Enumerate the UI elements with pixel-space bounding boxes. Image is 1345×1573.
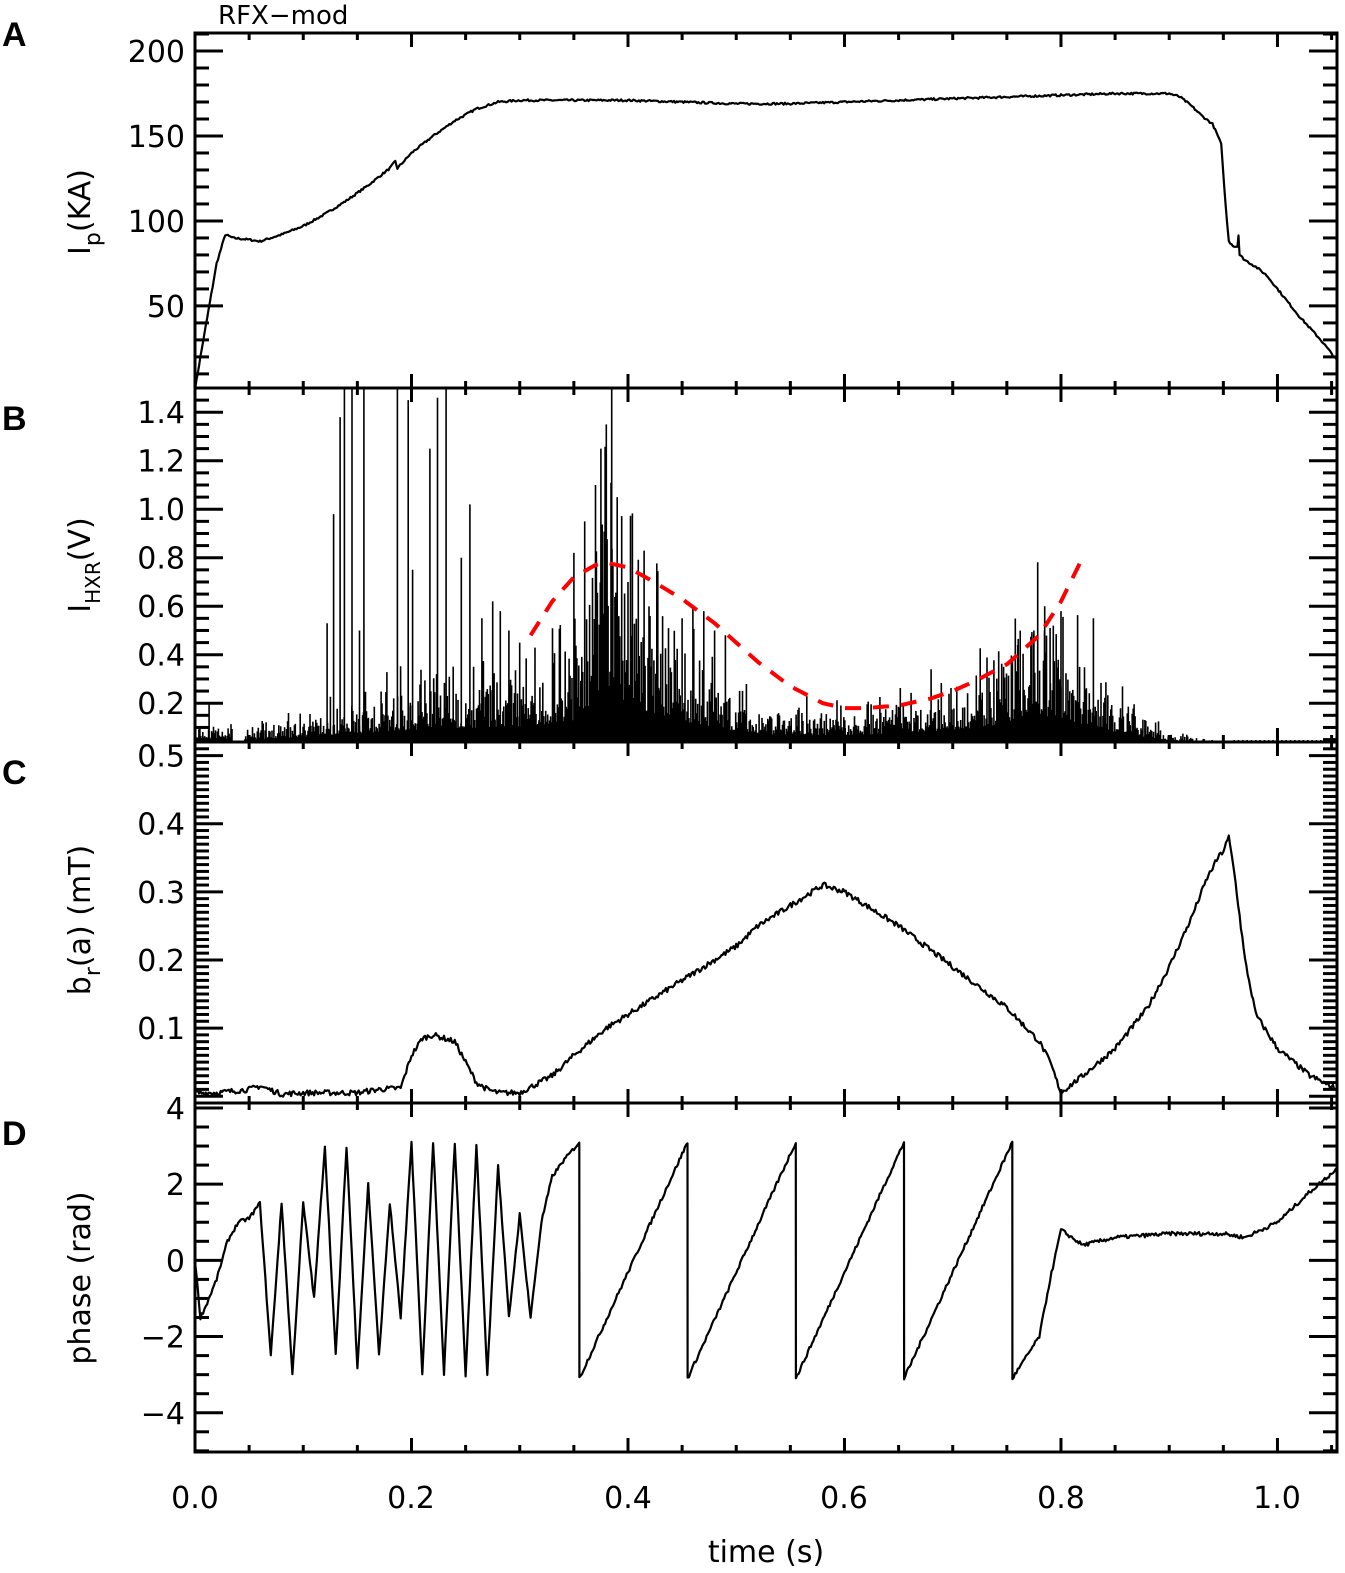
- svg-text:phase (rad): phase (rad): [63, 1191, 98, 1364]
- trace-b-hxr: [195, 388, 1335, 742]
- x-tick-label: 1.0: [1253, 1481, 1301, 1516]
- trace-d: [195, 1140, 1337, 1381]
- panel-letter-a: A: [2, 16, 27, 54]
- y-tick-labels: 50 100 150 200 0.2 0.4 0.6 0.8 1.0 1.2 1.4 0.1 0.2 0.…: [128, 35, 185, 1432]
- y-tick-label: 0.5: [137, 740, 185, 775]
- panel-a-ylabel: Ip(KA): [63, 169, 106, 255]
- panel-frame: [193, 31, 1339, 390]
- y-tick-label: 0.3: [137, 876, 185, 911]
- svg-text:br(a) (mT): br(a) (mT): [63, 845, 106, 995]
- x-tick-label: 0.2: [387, 1481, 435, 1516]
- y-tick-label: 0.2: [137, 944, 185, 979]
- axis-frames: [193, 31, 1339, 1454]
- y-tick-label: 0.4: [137, 639, 185, 674]
- y-tick-label: −4: [141, 1397, 185, 1432]
- panel-letter-b: B: [2, 400, 27, 438]
- axis-ticks: [193, 32, 1337, 1453]
- panel-frame: [193, 1101, 1339, 1454]
- y-tick-label: 50: [147, 290, 185, 325]
- y-tick-label: 0.4: [137, 808, 185, 843]
- y-tick-label: 0.6: [137, 590, 185, 625]
- y-tick-label: 0.1: [137, 1012, 185, 1047]
- panel-d-ylabel: phase (rad): [63, 1191, 98, 1364]
- x-axis-title: time (s): [708, 1535, 824, 1570]
- y-tick-label: −2: [141, 1321, 185, 1356]
- y-tick-label: 150: [128, 120, 185, 155]
- fit-curve-dashed: [528, 556, 1085, 711]
- x-tick-label: 0.0: [171, 1481, 219, 1516]
- svg-text:IHXR(V): IHXR(V): [63, 517, 105, 612]
- y-tick-label: 1.4: [137, 396, 185, 431]
- x-tick-labels: 0.0 0.2 0.4 0.6 0.8 1.0: [171, 1481, 1301, 1516]
- y-tick-label: 0.8: [137, 542, 185, 577]
- x-tick-label: 0.6: [820, 1481, 868, 1516]
- y-tick-label: 100: [128, 205, 185, 240]
- panel-b-ylabel: IHXR(V): [63, 517, 105, 612]
- trace-a: [195, 91, 1337, 388]
- panel-frame: [193, 386, 1339, 744]
- svg-text:Ip(KA): Ip(KA): [63, 169, 106, 255]
- data-traces: [195, 91, 1337, 1381]
- y-tick-label: 1.0: [137, 493, 185, 528]
- x-tick-label: 0.8: [1037, 1481, 1085, 1516]
- figure-title: RFX−mod: [218, 1, 348, 31]
- y-tick-label: 1.2: [137, 445, 185, 480]
- x-tick-label: 0.4: [604, 1481, 652, 1516]
- y-tick-label: 200: [128, 35, 185, 70]
- y-tick-label: 0: [166, 1244, 185, 1279]
- y-tick-label: 2: [166, 1168, 185, 1203]
- panel-c-ylabel: br(a) (mT): [63, 845, 106, 995]
- trace-c: [195, 834, 1337, 1098]
- panel-frame: [193, 740, 1339, 1105]
- y-tick-label: 0.2: [137, 687, 185, 722]
- y-tick-label: 4: [166, 1092, 185, 1127]
- panel-letter-d: D: [2, 1115, 27, 1153]
- panel-letter-c: C: [2, 754, 27, 792]
